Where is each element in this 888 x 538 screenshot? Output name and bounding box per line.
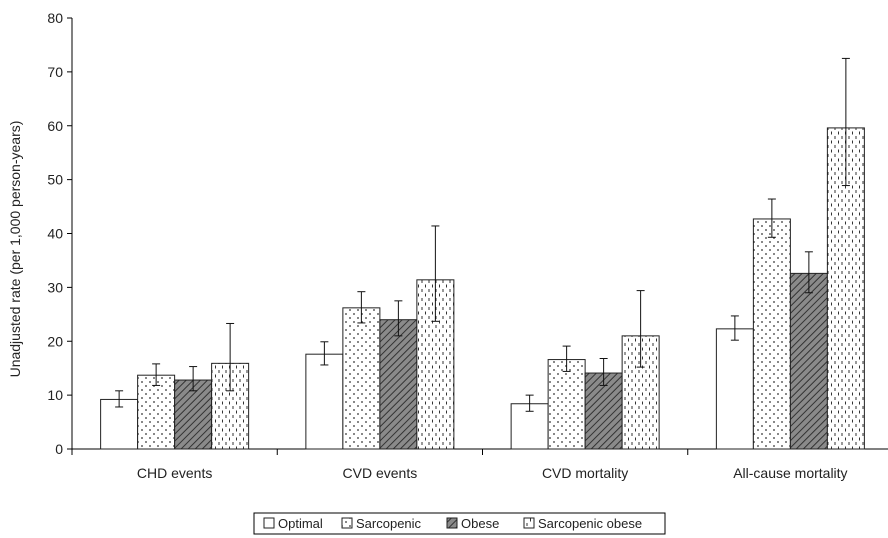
legend-swatch — [341, 517, 353, 529]
legend-label: Sarcopenic obese — [538, 516, 642, 531]
y-tick-label: 0 — [55, 441, 63, 457]
y-tick-label: 40 — [47, 226, 63, 242]
y-tick-label: 60 — [47, 118, 63, 134]
bar — [100, 398, 139, 450]
x-category-label: CVD events — [343, 465, 418, 481]
bar — [715, 328, 754, 450]
bar — [789, 272, 828, 450]
x-category-label: All-cause mortality — [733, 465, 847, 481]
legend-label: Sarcopenic — [356, 516, 422, 531]
y-tick-label: 50 — [47, 172, 63, 188]
y-tick-label: 10 — [47, 387, 63, 403]
bar — [342, 307, 381, 450]
legend-swatch — [446, 517, 458, 529]
x-axis: CHD events CVD events CVD mortality All-cau… — [71, 448, 888, 481]
x-category-label: CVD mortality — [542, 465, 628, 481]
legend-label: Optimal — [278, 516, 323, 531]
x-category-label: CHD events — [137, 465, 212, 481]
y-tick-label: 70 — [47, 64, 63, 80]
bar — [379, 319, 418, 450]
bars-group — [100, 127, 865, 450]
legend-label: Obese — [461, 516, 499, 531]
legend-swatch — [263, 517, 275, 529]
legend: Optimal Sarcopenic Obese Sarcopenic obese — [253, 512, 666, 535]
bar — [752, 218, 791, 450]
y-tick-label: 20 — [47, 333, 63, 349]
bar — [547, 359, 586, 450]
y-axis: 0 10 20 30 40 50 60 70 80 — [47, 10, 73, 457]
legend-box — [253, 512, 666, 535]
bar — [305, 353, 344, 450]
bar — [137, 374, 176, 450]
error-bars-group — [115, 57, 850, 412]
y-axis-title: Unadjusted rate (per 1,000 person-years) — [7, 121, 23, 378]
y-tick-label: 80 — [47, 10, 63, 26]
legend-swatch — [523, 517, 535, 529]
y-tick-label: 30 — [47, 279, 63, 295]
